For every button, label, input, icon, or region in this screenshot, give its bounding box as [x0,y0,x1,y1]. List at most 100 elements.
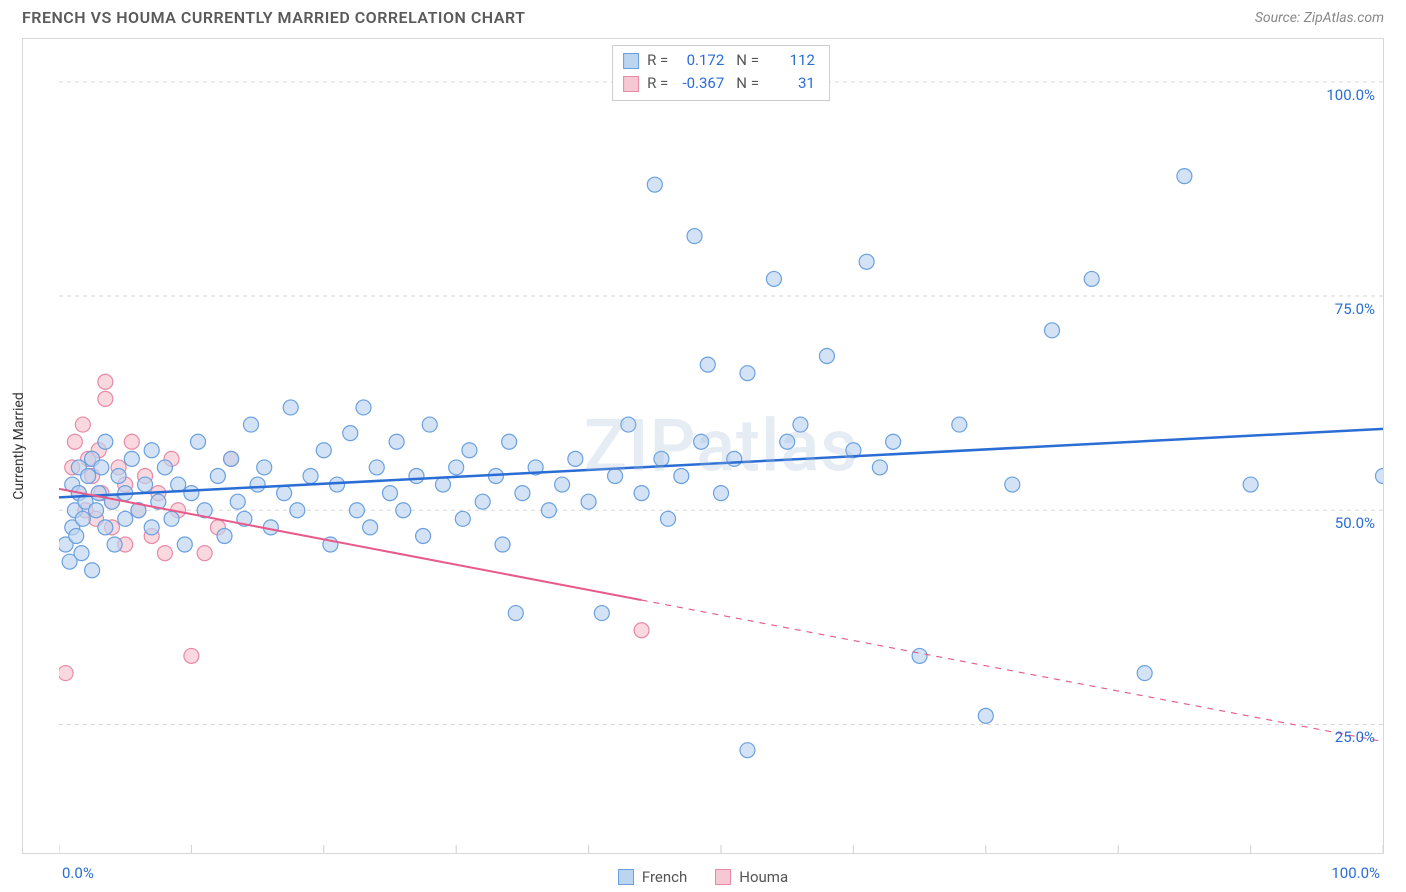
data-point [343,426,358,441]
data-point [316,443,331,458]
data-point [157,546,172,561]
y-axis-label: Currently Married [11,392,27,499]
data-point [475,494,490,509]
data-point [780,434,795,449]
data-point [230,494,245,509]
data-point [568,451,583,466]
data-point [111,468,126,483]
data-point [59,666,73,681]
data-point [462,443,477,458]
data-point [217,528,232,543]
legend-label-french: French [642,868,687,886]
swatch-french [618,869,634,885]
data-point [1045,323,1060,338]
data-point [144,443,159,458]
data-point [647,177,662,192]
data-point [594,606,609,621]
data-point [177,537,192,552]
data-point [508,606,523,621]
data-point [85,563,100,578]
data-point [740,366,755,381]
data-point [740,743,755,758]
data-point [416,528,431,543]
data-point [124,434,139,449]
data-point [303,468,318,483]
stat-n-label: N = [736,49,759,72]
data-point [634,623,649,638]
data-point [250,477,265,492]
swatch-houma [715,869,731,885]
data-point [363,520,378,535]
data-point [74,546,89,561]
data-point [714,486,729,501]
data-point [555,477,570,492]
data-point [621,417,636,432]
data-point [257,460,272,475]
data-point [687,229,702,244]
data-point [138,477,153,492]
data-point [349,503,364,518]
data-point [290,503,305,518]
x-axis-start-label: 0.0% [62,864,94,882]
stat-n-value-french: 112 [767,49,819,72]
data-point [283,400,298,415]
source-attribution: Source: ZipAtlas.com [1255,10,1384,26]
y-tick-label: 75.0% [1335,300,1375,318]
stat-r-value-french: 0.172 [676,49,728,72]
swatch-houma [623,76,639,92]
data-point [700,357,715,372]
data-point [210,468,225,483]
legend-label-houma: Houma [739,868,788,886]
data-point [118,511,133,526]
stat-r-value-houma: -0.367 [676,72,728,95]
y-tick-label: 25.0% [1335,728,1375,746]
data-point [356,400,371,415]
data-point [952,417,967,432]
data-point [541,503,556,518]
data-point [449,460,464,475]
data-point [89,503,104,518]
data-point [422,417,437,432]
data-point [1243,477,1258,492]
stats-row-houma: R = -0.367 N = 31 [623,72,819,95]
data-point [502,434,517,449]
data-point [224,451,239,466]
data-point [859,254,874,269]
data-point [107,537,122,552]
data-point [389,434,404,449]
data-point [1005,477,1020,492]
data-point [1177,169,1192,184]
legend-item-french: French [618,868,687,886]
y-tick-label: 100.0% [1326,86,1375,104]
regression-line-houma-extrapolated [642,600,1383,742]
data-point [98,434,113,449]
data-point [98,374,113,389]
data-point [694,434,709,449]
data-point [455,511,470,526]
data-point [396,503,411,518]
data-point [1084,271,1099,286]
data-point [608,468,623,483]
data-point [330,477,345,492]
swatch-french [623,53,639,69]
data-point [75,417,90,432]
chart-container: Currently Married ZIPatlas R = 0.172 N =… [22,38,1384,854]
data-point [978,708,993,723]
data-point [495,537,510,552]
x-axis-end-label: 100.0% [1331,864,1380,882]
bottom-legend: 0.0% French Houma 100.0% [0,868,1406,886]
data-point [886,434,901,449]
y-tick-label: 50.0% [1335,514,1375,532]
stats-row-french: R = 0.172 N = 112 [623,49,819,72]
data-point [515,486,530,501]
data-point [409,468,424,483]
data-point [67,434,82,449]
data-point [144,520,159,535]
data-point [1137,666,1152,681]
data-point [191,434,206,449]
chart-title: FRENCH VS HOUMA CURRENTLY MARRIED CORREL… [22,8,525,27]
data-point [197,546,212,561]
data-point [98,520,113,535]
data-point [1376,468,1384,483]
stat-n-label: N = [736,72,759,95]
